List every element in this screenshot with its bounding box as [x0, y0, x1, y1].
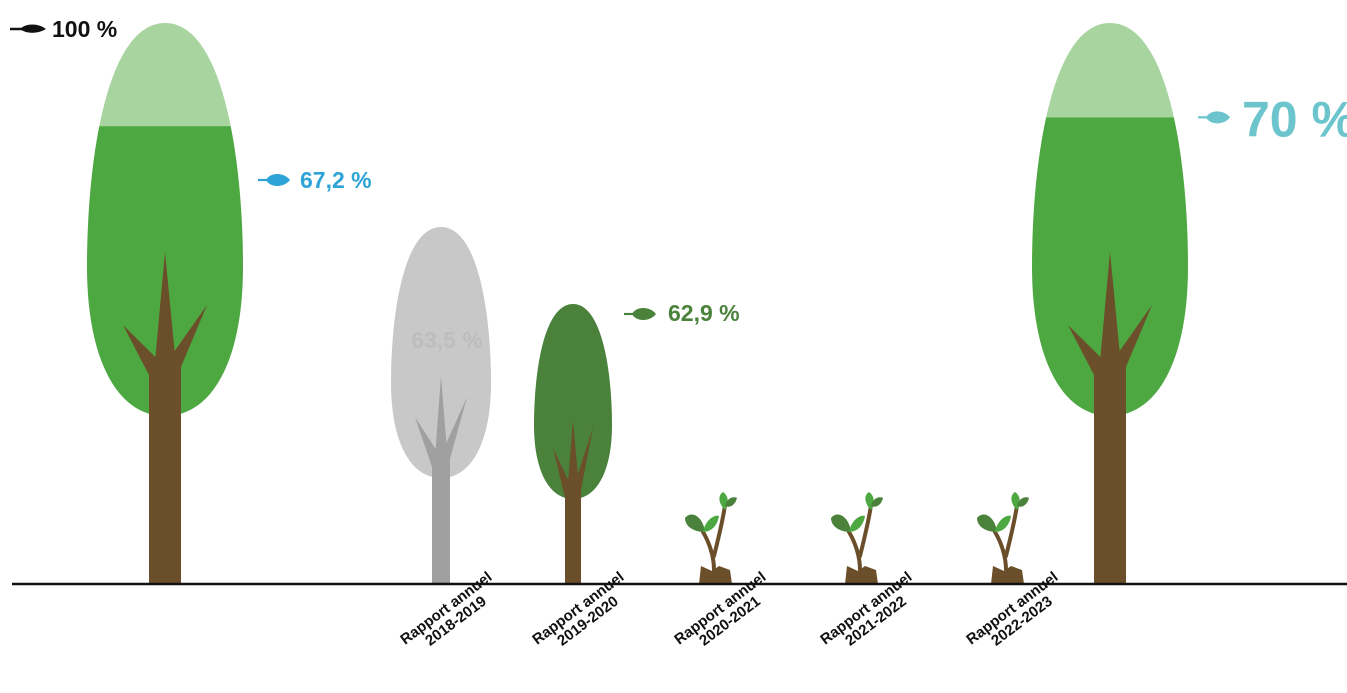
leaf-icon-y2019	[624, 308, 656, 320]
tree-target_tree	[1032, 23, 1188, 584]
data-label-y2018: 63,5 %	[411, 327, 483, 353]
sprout-leaf-a-y2020	[685, 514, 705, 532]
data-label-y2019: 62,9 %	[668, 300, 740, 326]
sprout-stem-y2021	[847, 503, 873, 572]
sprout-leaf-d-y2020	[725, 497, 737, 507]
data-label-ref_tree: 67,2 %	[300, 167, 372, 193]
sprout-leaf-b-y2021	[849, 515, 865, 532]
sprout-leaf-b-y2020	[703, 515, 719, 532]
crown-y2018	[391, 227, 491, 478]
sprout-leaf-a-y2021	[831, 514, 851, 532]
sprout-pot-y2021	[845, 566, 878, 584]
trunk-y2019	[553, 420, 593, 584]
sprout-pot-y2022	[991, 566, 1024, 584]
trunk-target_tree	[1068, 252, 1152, 584]
tree-y2021	[831, 492, 883, 584]
trunk-y2018	[415, 376, 467, 584]
tree-y2020	[685, 492, 737, 584]
leaf-icon-ref_tree	[258, 174, 290, 186]
tree-y2022	[977, 492, 1029, 584]
sprout-leaf-a-y2022	[977, 514, 997, 532]
trunk-ref_tree	[123, 252, 207, 584]
crown-light-target_tree	[1032, 23, 1188, 118]
tree-ref_tree	[87, 23, 243, 584]
reference-leaf-icon	[20, 24, 46, 33]
sprout-leaf-d-y2022	[1017, 497, 1029, 507]
sprout-leaf-b-y2022	[995, 515, 1011, 532]
tree-y2018	[391, 227, 491, 584]
crown-y2019	[534, 304, 612, 499]
sprout-stem-y2020	[701, 503, 727, 572]
sprout-pot-y2020	[699, 566, 732, 584]
sprout-leaf-d-y2021	[871, 497, 883, 507]
reference-value: 100 %	[52, 16, 117, 42]
tree-y2019	[534, 304, 612, 584]
data-label-target_tree: 70 %	[1242, 91, 1347, 147]
sprout-stem-y2022	[993, 503, 1019, 572]
leaf-icon-target_tree	[1198, 111, 1230, 124]
reference-label: 100 %	[10, 16, 117, 42]
